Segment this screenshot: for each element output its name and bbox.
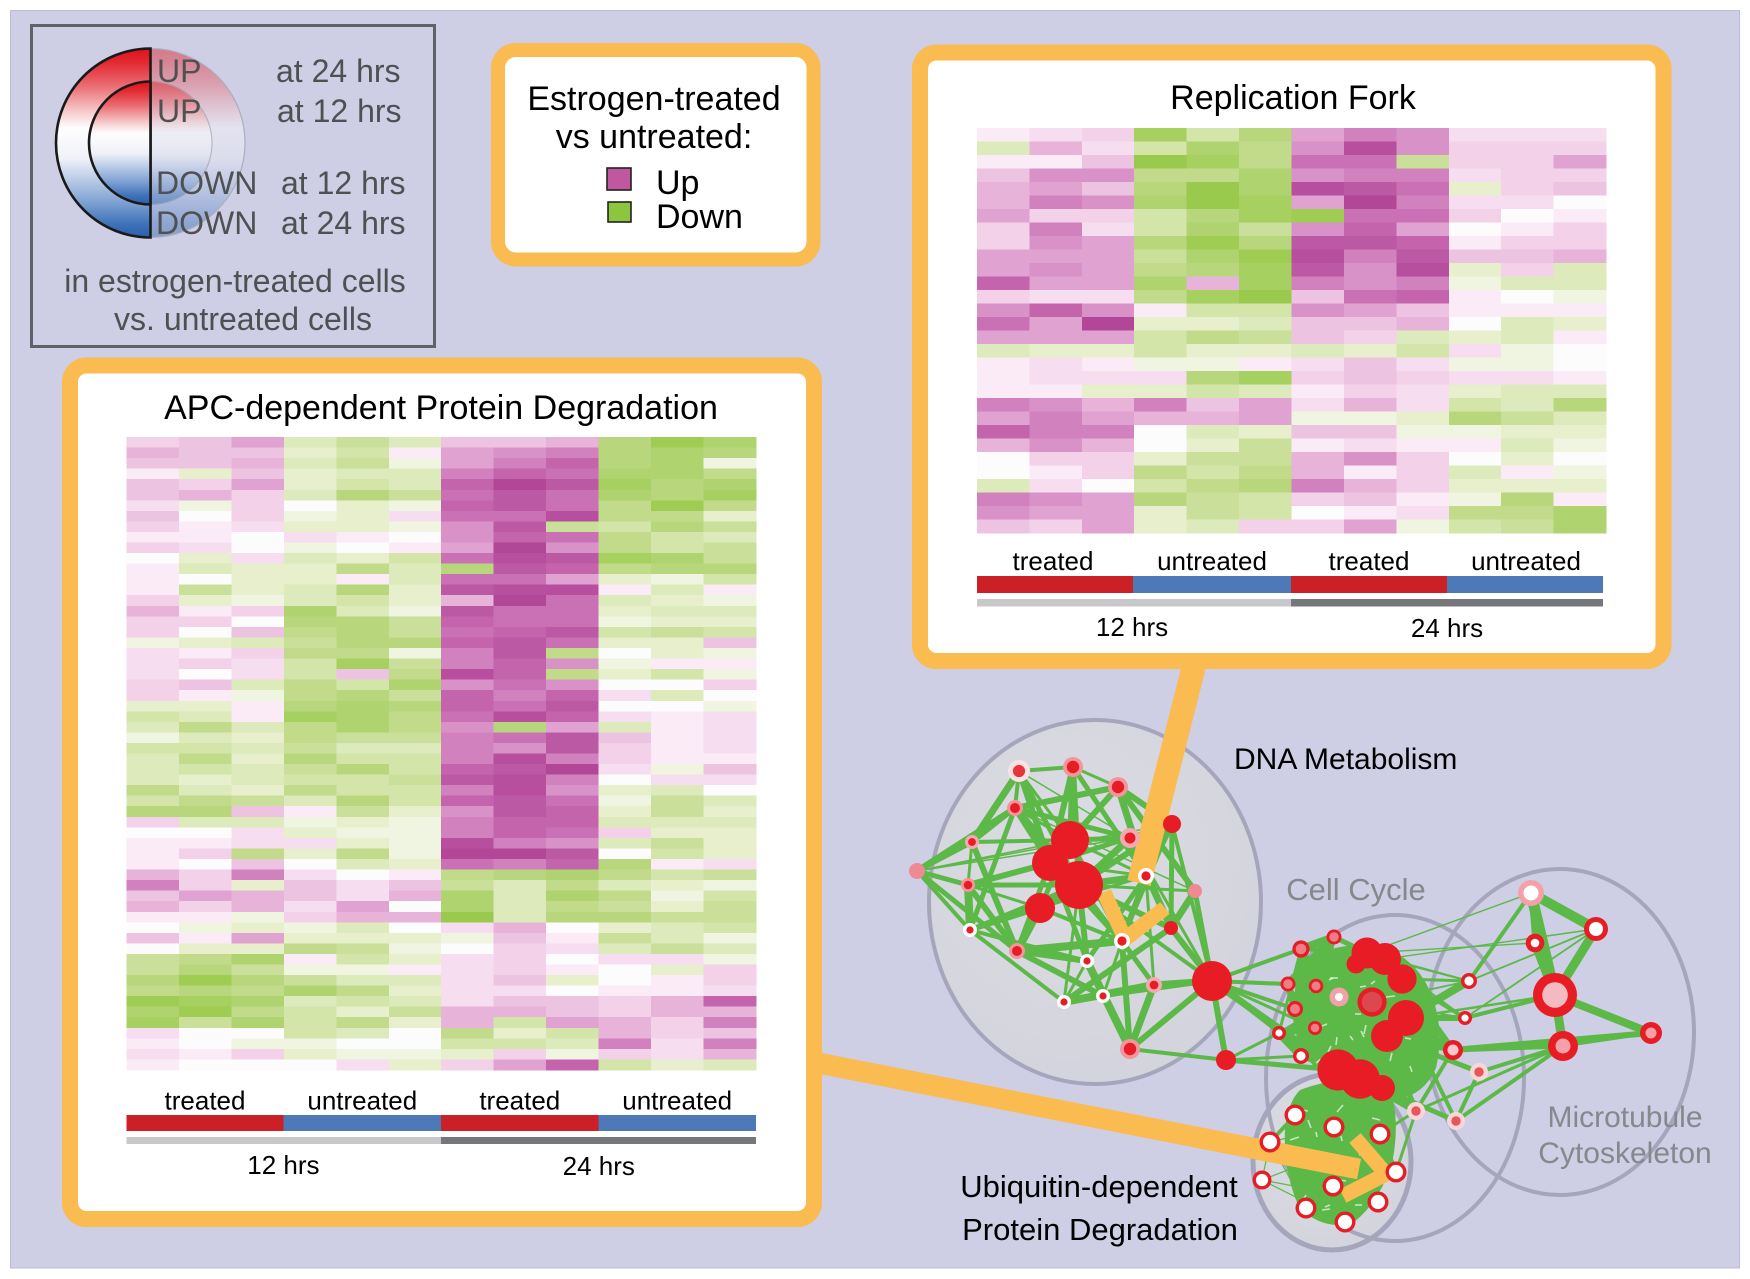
- svg-text:DOWN: DOWN: [156, 165, 257, 201]
- svg-text:Microtubule: Microtubule: [1547, 1101, 1702, 1134]
- svg-text:at 12 hrs: at 12 hrs: [281, 165, 406, 201]
- svg-text:vs. untreated cells: vs. untreated cells: [114, 301, 372, 337]
- svg-text:in estrogen-treated cells: in estrogen-treated cells: [64, 263, 406, 299]
- svg-text:Down: Down: [656, 198, 743, 236]
- svg-text:treated: treated: [479, 1086, 560, 1116]
- svg-text:Cytoskeleton: Cytoskeleton: [1538, 1137, 1711, 1170]
- svg-text:24 hrs: 24 hrs: [563, 1151, 635, 1181]
- svg-text:DNA Metabolism: DNA Metabolism: [1234, 743, 1457, 776]
- svg-text:Estrogen-treated: Estrogen-treated: [527, 80, 780, 118]
- svg-text:at 24 hrs: at 24 hrs: [276, 53, 401, 89]
- svg-text:12 hrs: 12 hrs: [1096, 612, 1168, 642]
- svg-text:untreated: untreated: [622, 1086, 732, 1116]
- svg-text:APC-dependent Protein Degradat: APC-dependent Protein Degradation: [164, 389, 718, 427]
- svg-text:Protein Degradation: Protein Degradation: [962, 1212, 1238, 1247]
- svg-text:DOWN: DOWN: [156, 205, 257, 241]
- svg-text:untreated: untreated: [1157, 546, 1267, 576]
- svg-text:untreated: untreated: [307, 1086, 417, 1116]
- svg-text:UP: UP: [157, 53, 201, 89]
- svg-text:Replication Fork: Replication Fork: [1170, 79, 1417, 117]
- svg-text:treated: treated: [165, 1086, 246, 1116]
- svg-text:treated: treated: [1013, 546, 1094, 576]
- svg-text:untreated: untreated: [1471, 546, 1581, 576]
- svg-text:Ubiquitin-dependent: Ubiquitin-dependent: [960, 1169, 1238, 1204]
- svg-text:24 hrs: 24 hrs: [1411, 613, 1483, 643]
- svg-text:Up: Up: [656, 164, 699, 202]
- svg-text:at 12 hrs: at 12 hrs: [277, 93, 402, 129]
- svg-text:treated: treated: [1329, 546, 1410, 576]
- svg-text:at 24 hrs: at 24 hrs: [281, 205, 406, 241]
- svg-text:UP: UP: [157, 93, 201, 129]
- svg-text:Cell Cycle: Cell Cycle: [1286, 872, 1426, 907]
- svg-text:vs untreated:: vs untreated:: [556, 118, 753, 156]
- svg-text:12 hrs: 12 hrs: [247, 1150, 319, 1180]
